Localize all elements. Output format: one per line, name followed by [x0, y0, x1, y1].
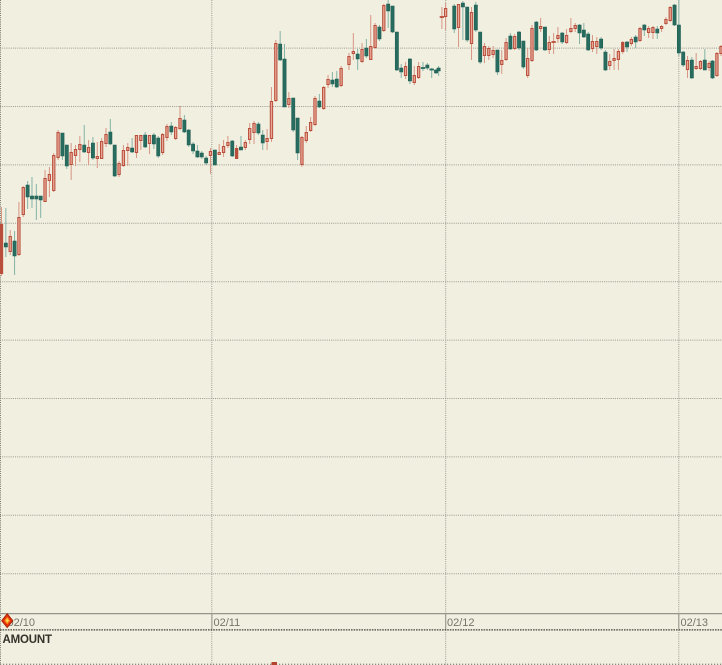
svg-text:02/11: 02/11 [214, 617, 241, 629]
svg-text:AMOUNT: AMOUNT [3, 634, 52, 646]
svg-text:02/13: 02/13 [681, 617, 709, 629]
svg-text:02/10: 02/10 [8, 617, 36, 629]
svg-text:02/12: 02/12 [447, 617, 475, 629]
